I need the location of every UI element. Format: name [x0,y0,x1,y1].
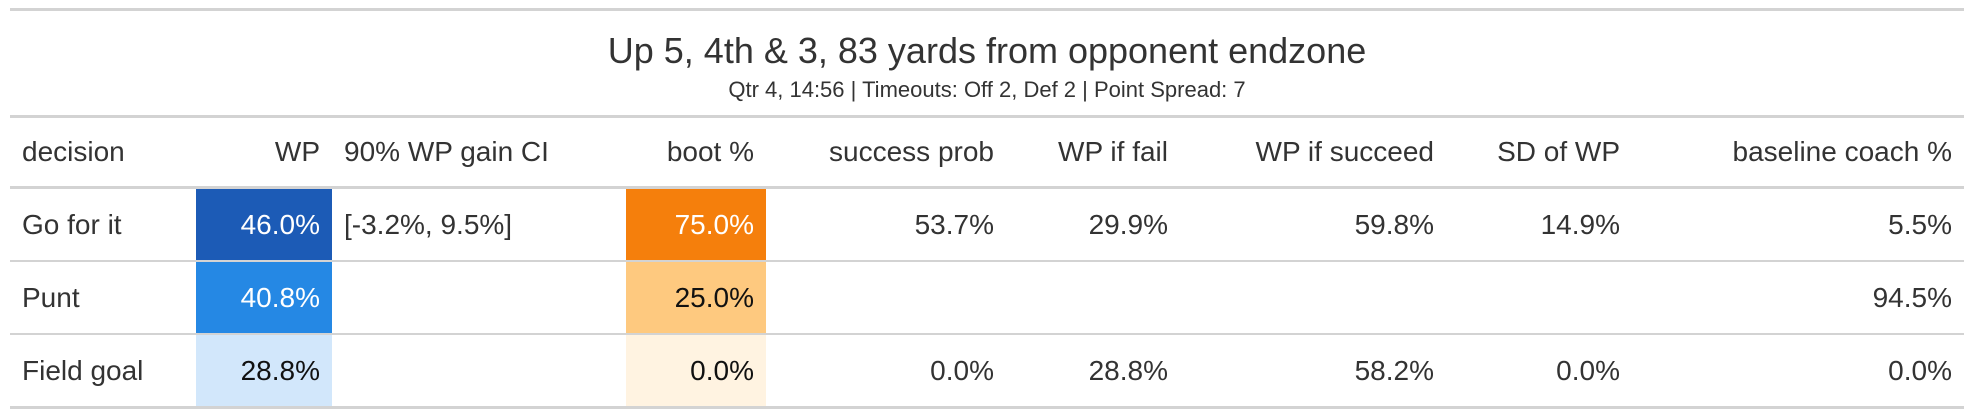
cell-baseline: 5.5% [1632,187,1964,262]
cell-baseline: 94.5% [1632,261,1964,335]
cell-success-prob: 0.0% [766,334,1006,409]
col-header-baseline: baseline coach % [1732,136,1952,167]
cell-success-prob: 53.7% [766,187,1006,262]
cell-baseline: 0.0% [1632,334,1964,409]
table-row: Punt 40.8% 25.0% 94.5% [10,261,1964,335]
cell-wp-ci [332,261,626,335]
cell-boot: 25.0% [626,261,766,335]
top-rule [10,8,1964,11]
cell-sd-wp [1446,261,1632,335]
col-header-wp: WP [274,136,320,167]
cell-wp-fail [1006,261,1180,335]
cell-wp: 28.8% [196,334,332,409]
table-title: Up 5, 4th & 3, 83 yards from opponent en… [607,30,1367,71]
cell-wp-fail: 28.8% [1006,334,1180,409]
decision-table-container: Up 5, 4th & 3, 83 yards from opponent en… [10,8,1964,409]
col-header-decision: decision [22,136,125,167]
col-header-wp-fail: WP if fail [1058,136,1168,167]
table-row: Go for it 46.0% [-3.2%, 9.5%] 75.0% 53.7… [10,187,1964,262]
cell-sd-wp: 0.0% [1446,334,1632,409]
cell-decision: Field goal [10,334,196,409]
cell-boot: 0.0% [626,334,766,409]
cell-wp-succeed [1180,261,1446,335]
col-header-success-prob: success prob [829,136,994,167]
header-row: decision WP 90% WP gain CI boot % succes… [10,116,1964,188]
cell-wp-succeed: 58.2% [1180,334,1446,409]
cell-decision: Go for it [10,187,196,262]
col-header-wp-succeed: WP if succeed [1255,136,1434,167]
table-subtitle: Qtr 4, 14:56 | Timeouts: Off 2, Def 2 | … [728,77,1246,102]
cell-wp-ci: [-3.2%, 9.5%] [332,187,626,262]
cell-decision: Punt [10,261,196,335]
cell-wp-fail: 29.9% [1006,187,1180,262]
col-header-boot: boot % [666,136,754,167]
cell-wp-succeed: 59.8% [1180,187,1446,262]
cell-boot: 75.0% [626,187,766,262]
cell-sd-wp: 14.9% [1446,187,1632,262]
cell-wp: 46.0% [196,187,332,262]
decision-table: decision WP 90% WP gain CI boot % succes… [10,115,1964,409]
col-header-wp-ci: 90% WP gain CI [344,136,549,167]
table-row: Field goal 28.8% 0.0% 0.0% 28.8% 58.2% 0… [10,334,1964,409]
col-header-sd-wp: SD of WP [1497,136,1620,167]
cell-success-prob [766,261,1006,335]
cell-wp-ci [332,334,626,409]
cell-wp: 40.8% [196,261,332,335]
